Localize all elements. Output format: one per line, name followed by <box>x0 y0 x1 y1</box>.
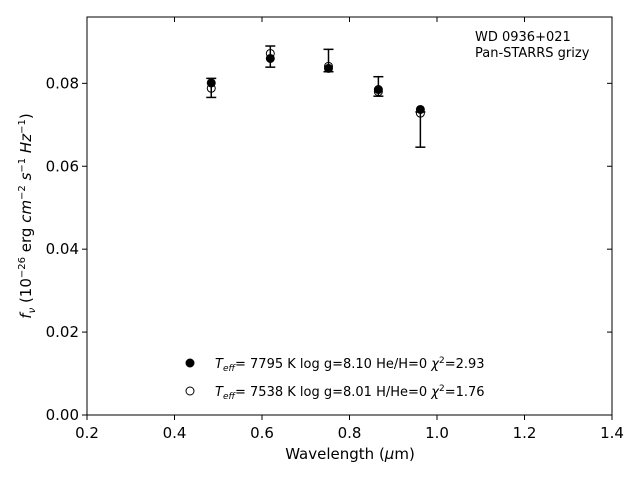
x-tick-label: 1.0 <box>425 424 449 442</box>
x-tick-label: 0.6 <box>250 424 274 442</box>
x-axis-ticks: 0.2 0.4 0.6 0.8 1.0 1.2 1.4 <box>75 17 624 442</box>
data-markers <box>206 48 425 118</box>
data-point-open <box>373 87 383 97</box>
x-tick-label: 0.4 <box>163 424 187 442</box>
legend-marker-open <box>185 386 195 396</box>
data-point-filled <box>265 53 275 63</box>
x-tick-label: 0.2 <box>75 424 99 442</box>
y-axis-ticks: 0.00 0.02 0.04 0.06 0.08 <box>46 74 612 424</box>
y-tick-label: 0.06 <box>46 157 79 175</box>
y-tick-label: 0.02 <box>46 323 79 341</box>
x-tick-label: 1.2 <box>513 424 537 442</box>
x-tick-label: 1.4 <box>600 424 624 442</box>
legend-label-model-1: Teff= 7795 K log g=8.10 He/H=0 χ2=2.93 <box>215 356 485 374</box>
legend: Teff= 7795 K log g=8.10 He/H=0 χ2=2.93 T… <box>185 356 485 402</box>
y-tick-label: 0.04 <box>46 240 79 258</box>
annotation-object: WD 0936+021 <box>475 30 571 45</box>
data-point-open <box>206 83 216 93</box>
annotation-survey: Pan-STARRS grizy <box>475 46 590 61</box>
data-point-filled <box>324 63 333 73</box>
y-axis-label: fν (10−26 erg cm−2 s−1 Hz−1) <box>17 113 38 318</box>
data-point-open <box>265 48 275 58</box>
plot-area <box>86 16 613 416</box>
y-tick-label: 0.00 <box>46 406 79 424</box>
x-tick-label: 0.8 <box>338 424 362 442</box>
x-axis-label: Wavelength (μm) <box>285 445 415 463</box>
data-point-open <box>415 108 425 118</box>
data-point-filled <box>373 85 383 95</box>
legend-marker-filled <box>185 358 195 368</box>
y-tick-label: 0.08 <box>46 74 79 92</box>
legend-label-model-2: Teff= 7538 K log g=8.01 H/He=0 χ2=1.76 <box>215 384 485 402</box>
data-point-open <box>324 61 333 71</box>
